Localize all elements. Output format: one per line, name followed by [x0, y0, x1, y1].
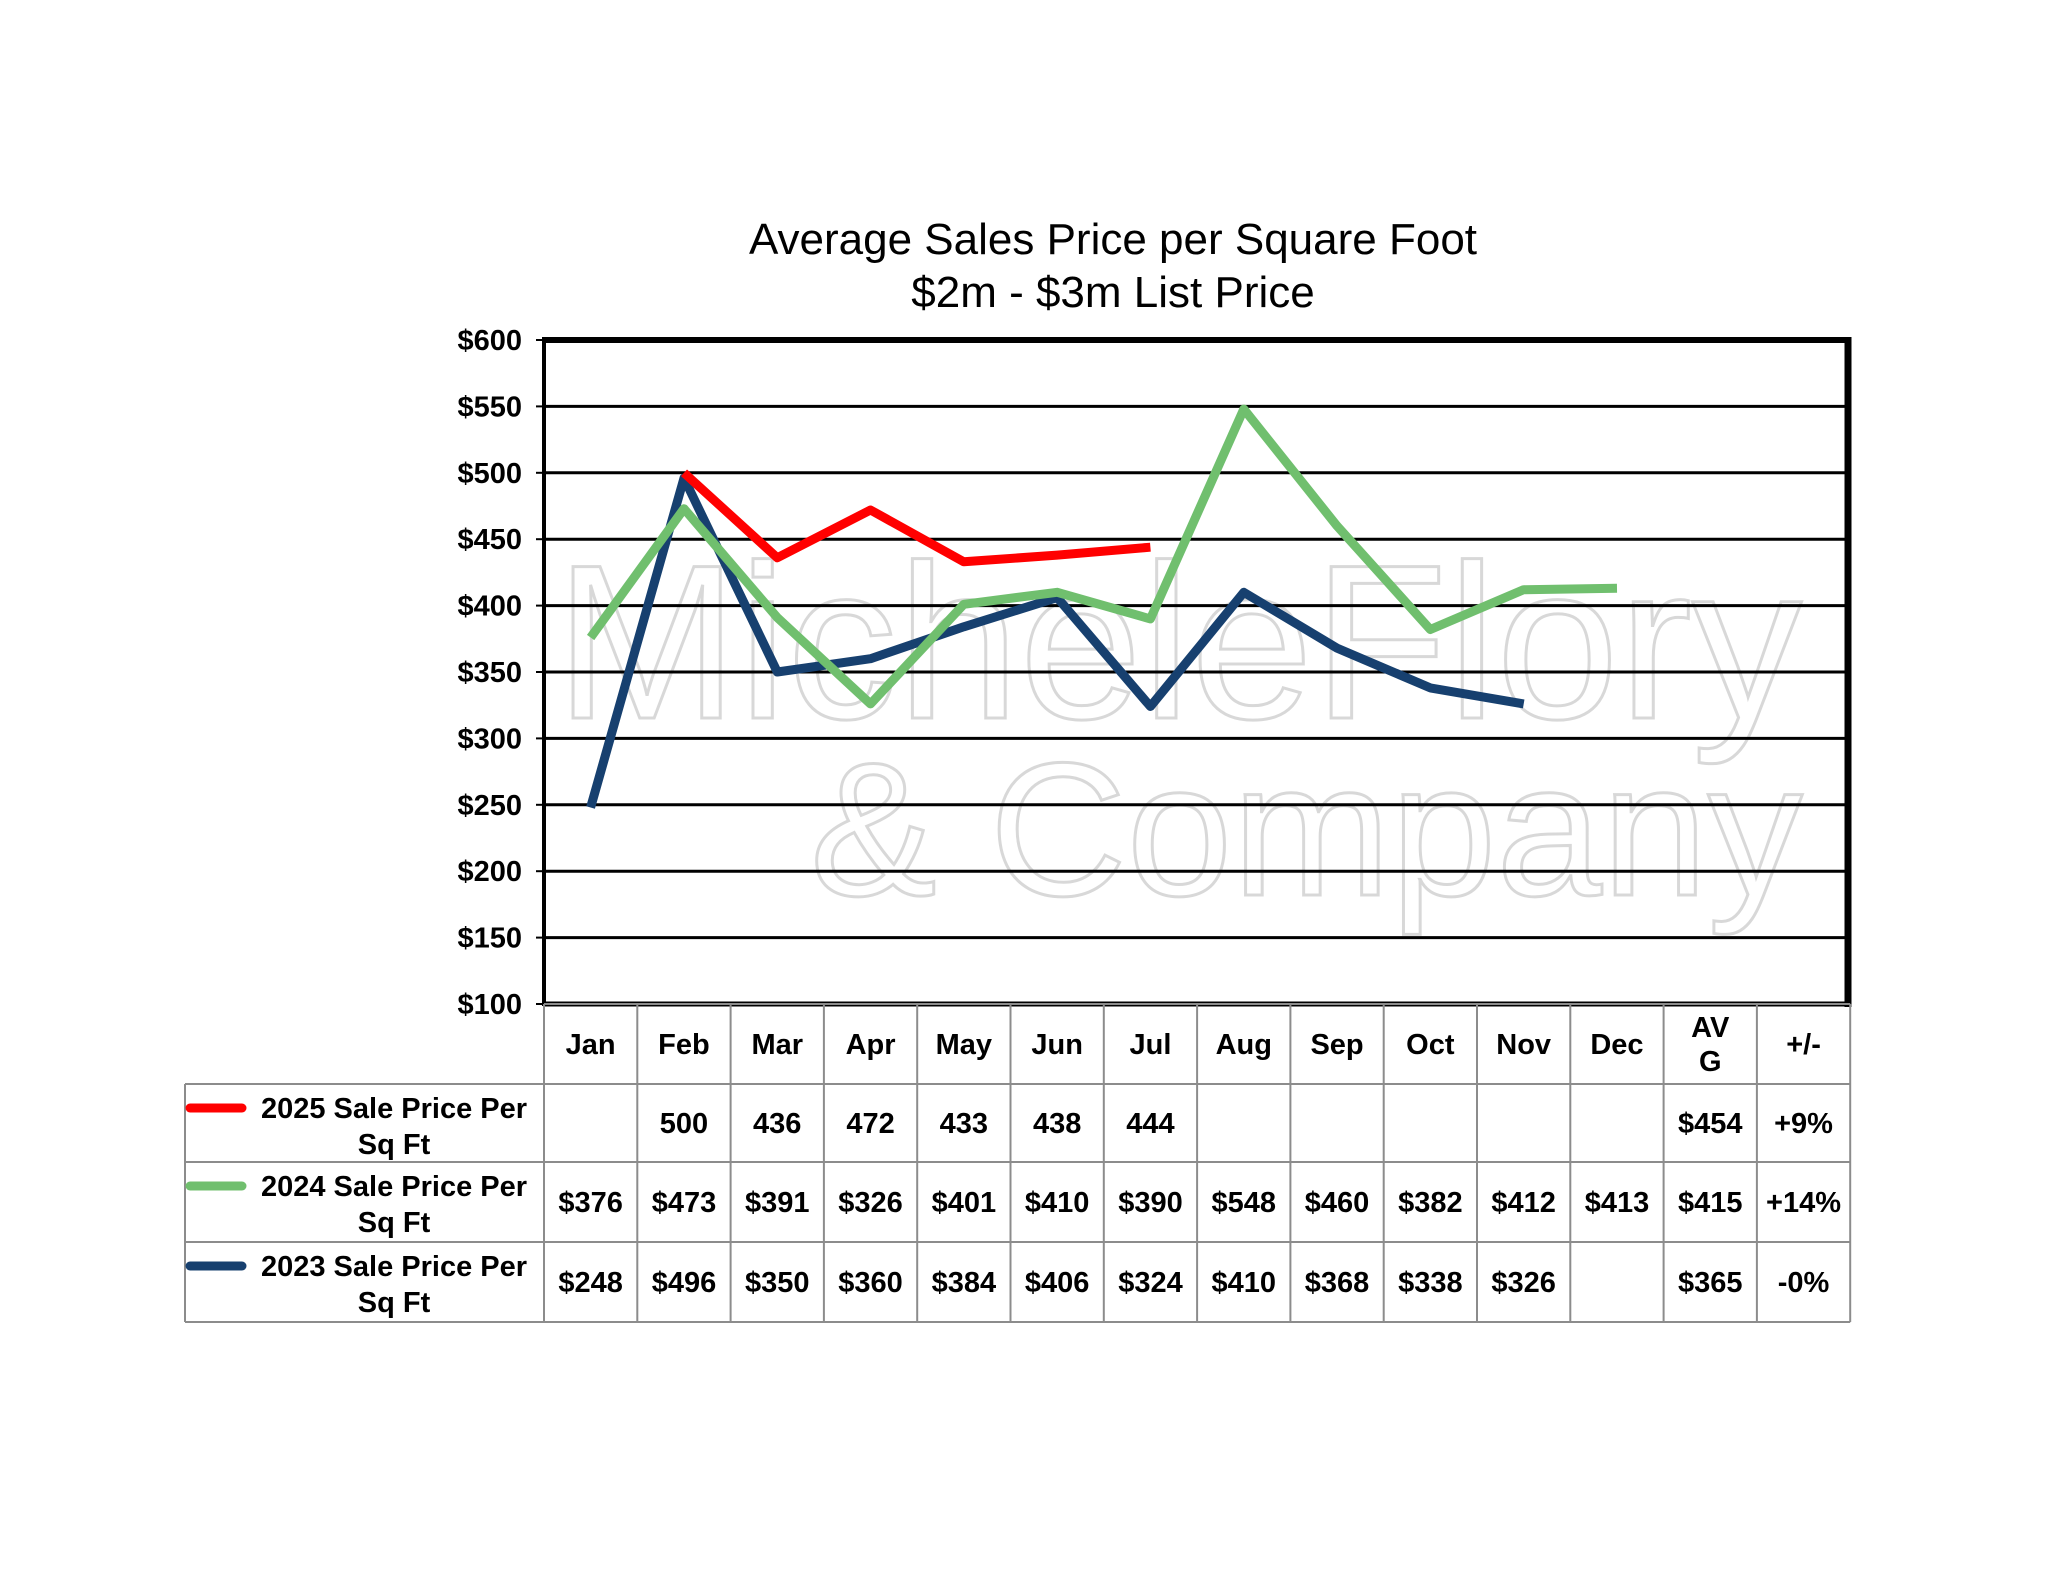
table-cell: $390 — [1118, 1187, 1183, 1219]
table-header-cell: Mar — [751, 1029, 803, 1061]
y-tick-label: $150 — [457, 923, 522, 955]
y-tick-label: $100 — [457, 989, 522, 1021]
table-cell: $368 — [1305, 1267, 1370, 1299]
table-cell: 444 — [1126, 1108, 1174, 1140]
table-cell: 436 — [753, 1108, 801, 1140]
legend-label: Sq Ft — [358, 1129, 431, 1161]
table-header-cell: Sep — [1310, 1029, 1363, 1061]
legend-label: 2024 Sale Price Per — [261, 1171, 527, 1203]
table-cell: +14% — [1766, 1187, 1841, 1219]
table-header-cell: Jan — [566, 1029, 616, 1061]
table-cell: $326 — [1491, 1267, 1556, 1299]
watermark-line2: & Company — [810, 724, 1803, 936]
table-cell: $496 — [652, 1267, 717, 1299]
table-cell: $384 — [932, 1267, 997, 1299]
legend-label: Sq Ft — [358, 1207, 431, 1239]
table-cell: $415 — [1678, 1187, 1743, 1219]
table-header-cell: +/- — [1786, 1029, 1821, 1061]
table-cell: $248 — [558, 1267, 623, 1299]
table-header-cell: Oct — [1406, 1029, 1455, 1061]
legend-label: 2023 Sale Price Per — [261, 1251, 527, 1283]
table-header-cell: May — [936, 1029, 992, 1061]
y-tick-label: $450 — [457, 524, 522, 556]
y-tick-label: $200 — [457, 856, 522, 888]
y-tick-label: $550 — [457, 391, 522, 423]
y-tick-label: $300 — [457, 723, 522, 755]
table-header-cell: Dec — [1590, 1029, 1643, 1061]
table-cell: 472 — [846, 1108, 894, 1140]
table-cell: $406 — [1025, 1267, 1090, 1299]
table-cell: $376 — [558, 1187, 623, 1219]
y-tick-label: $500 — [457, 458, 522, 490]
table-cell: 433 — [940, 1108, 988, 1140]
table-cell: $324 — [1118, 1267, 1183, 1299]
table-cell: $326 — [838, 1187, 903, 1219]
table-cell: $365 — [1678, 1267, 1743, 1299]
table-cell: 438 — [1033, 1108, 1081, 1140]
series-line-1 — [586, 404, 1618, 709]
table-cell: -0% — [1778, 1267, 1830, 1299]
table-cell: $338 — [1398, 1267, 1463, 1299]
table-cell: $401 — [932, 1187, 997, 1219]
table-header-cell: Feb — [658, 1029, 710, 1061]
table-cell: $548 — [1211, 1187, 1276, 1219]
table-header-cell: Jun — [1031, 1029, 1083, 1061]
table-cell: $360 — [838, 1267, 903, 1299]
table-header-cell: Nov — [1496, 1029, 1551, 1061]
series-line-2 — [586, 473, 1525, 809]
series-line-0 — [680, 469, 1151, 567]
y-tick-label: $250 — [457, 790, 522, 822]
data-table: Jan Feb Mar Apr May Jun Jul Aug Sep Oct Nov Dec AVG +… — [184, 1003, 1852, 1323]
chart-title-line-2: $2m - $3m List Price — [911, 268, 1314, 317]
table-cell: $454 — [1678, 1108, 1743, 1140]
table-header-cell: Apr — [846, 1029, 896, 1061]
series-lines — [586, 404, 1618, 809]
table-cell: $382 — [1398, 1187, 1463, 1219]
y-axis-ticks: $100 $150 $200 $250 $300 $350 $400 $450 $500 $550… — [457, 325, 522, 1021]
table-header-cell: G — [1699, 1046, 1722, 1078]
table-header-cell: Aug — [1216, 1029, 1272, 1061]
chart-title: Average Sales Price per Square Foot$2m -… — [749, 215, 1477, 317]
y-tick-label: $350 — [457, 657, 522, 689]
table-cell: 500 — [660, 1108, 708, 1140]
table-cell: $413 — [1585, 1187, 1650, 1219]
table-header-cell: Jul — [1129, 1029, 1171, 1061]
legend-label: Sq Ft — [358, 1287, 431, 1319]
table-cell: $410 — [1025, 1187, 1090, 1219]
table-cell: $350 — [745, 1267, 810, 1299]
table-cell: $410 — [1211, 1267, 1276, 1299]
table-cell: +9% — [1774, 1108, 1833, 1140]
y-tick-label: $600 — [457, 325, 522, 357]
table-cell: $412 — [1491, 1187, 1556, 1219]
table-cell: $473 — [652, 1187, 717, 1219]
table-cell: $460 — [1305, 1187, 1370, 1219]
chart-title-line-1: Average Sales Price per Square Foot — [749, 215, 1477, 264]
table-cell: $391 — [745, 1187, 810, 1219]
legend-label: 2025 Sale Price Per — [261, 1093, 527, 1125]
table-header-cell: AV — [1691, 1012, 1730, 1044]
y-tick-label: $400 — [457, 591, 522, 623]
